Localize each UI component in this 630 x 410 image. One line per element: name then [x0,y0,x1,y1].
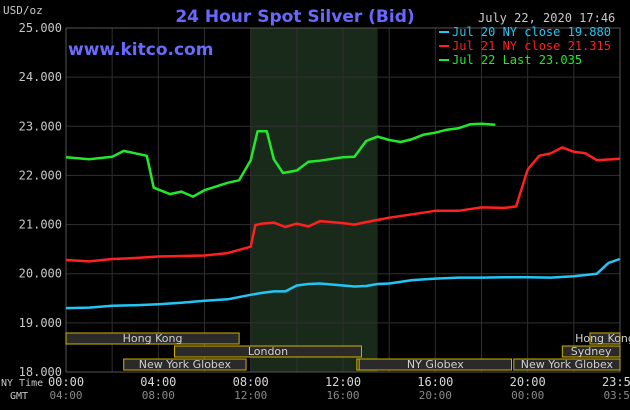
x-tick-gmt: 20:00 [419,389,452,402]
session-box [65,332,240,345]
session-label: New York Globex [521,358,614,371]
gmt-label: GMT [10,391,28,402]
y-tick-label: 25.000 [19,21,62,35]
y-tick-label: 22.000 [19,168,62,182]
legend-item-jul22: Jul 22 Last 23.035 [452,53,582,67]
x-tick-ny: 23:59 [602,375,630,389]
y-tick-label: 24.000 [19,70,62,84]
plot-frame [65,27,621,373]
session-box [589,332,621,345]
series-line-2 [65,122,496,198]
x-tick-ny: 00:00 [48,375,84,389]
x-tick-ny: 04:00 [140,375,176,389]
legend-item-jul21: Jul 21 NY close 21.315 [452,39,611,53]
series-line-0 [65,257,621,310]
x-tick-gmt: 12:00 [234,389,267,402]
session-label: Hong Kong [123,332,183,345]
x-tick-ny: 16:00 [417,375,453,389]
session-label: New York Globex [139,358,232,371]
session-box [513,358,621,371]
y-tick-label: 18.000 [19,365,62,379]
series-line-1 [65,146,620,263]
ny-time-label: NY Time [1,378,43,389]
session-label: NY Globex [407,358,464,371]
session-box [173,345,362,358]
x-tick-ny: 12:00 [325,375,361,389]
x-tick-gmt: 04:00 [49,389,82,402]
session-box [123,358,247,371]
session-box [561,345,621,358]
nymex-shade [250,28,378,372]
legend: Jul 20 NY close 19.880 Jul 21 NY close 2… [439,25,611,67]
grid-layer [65,27,621,373]
chart-title: 24 Hour Spot Silver (Bid) [175,7,414,27]
session-box [358,358,513,371]
legend-swatch-jul22 [439,59,449,61]
legend-swatch-jul20 [439,31,449,33]
watermark: www.kitco.com [68,40,213,60]
unit-label: USD/oz [3,4,43,17]
session-label: London [248,345,288,358]
series-layer [65,122,621,310]
y-tick-label: 21.000 [19,218,62,232]
x-tick-gmt: 03:59 [603,389,630,402]
x-tick-gmt: 00:00 [511,389,544,402]
x-tick-gmt: 08:00 [142,389,175,402]
axis-layer: 25.000 24.000 23.000 22.000 21.000 20.000 19.0… [19,21,630,402]
x-tick-ny: 20:00 [510,375,546,389]
x-tick-gmt: 16:00 [326,389,359,402]
y-tick-label: 23.000 [19,119,62,133]
session-label: Sydney [571,345,612,358]
y-tick-label: 20.000 [19,267,62,281]
y-tick-label: 19.000 [19,316,62,330]
session-label: Hong Kong [575,332,630,345]
shade-layer [250,28,378,372]
legend-swatch-jul21 [439,45,449,47]
timestamp: July 22, 2020 17:46 [478,11,615,25]
x-tick-ny: 08:00 [233,375,269,389]
legend-item-jul20: Jul 20 NY close 19.880 [452,25,611,39]
